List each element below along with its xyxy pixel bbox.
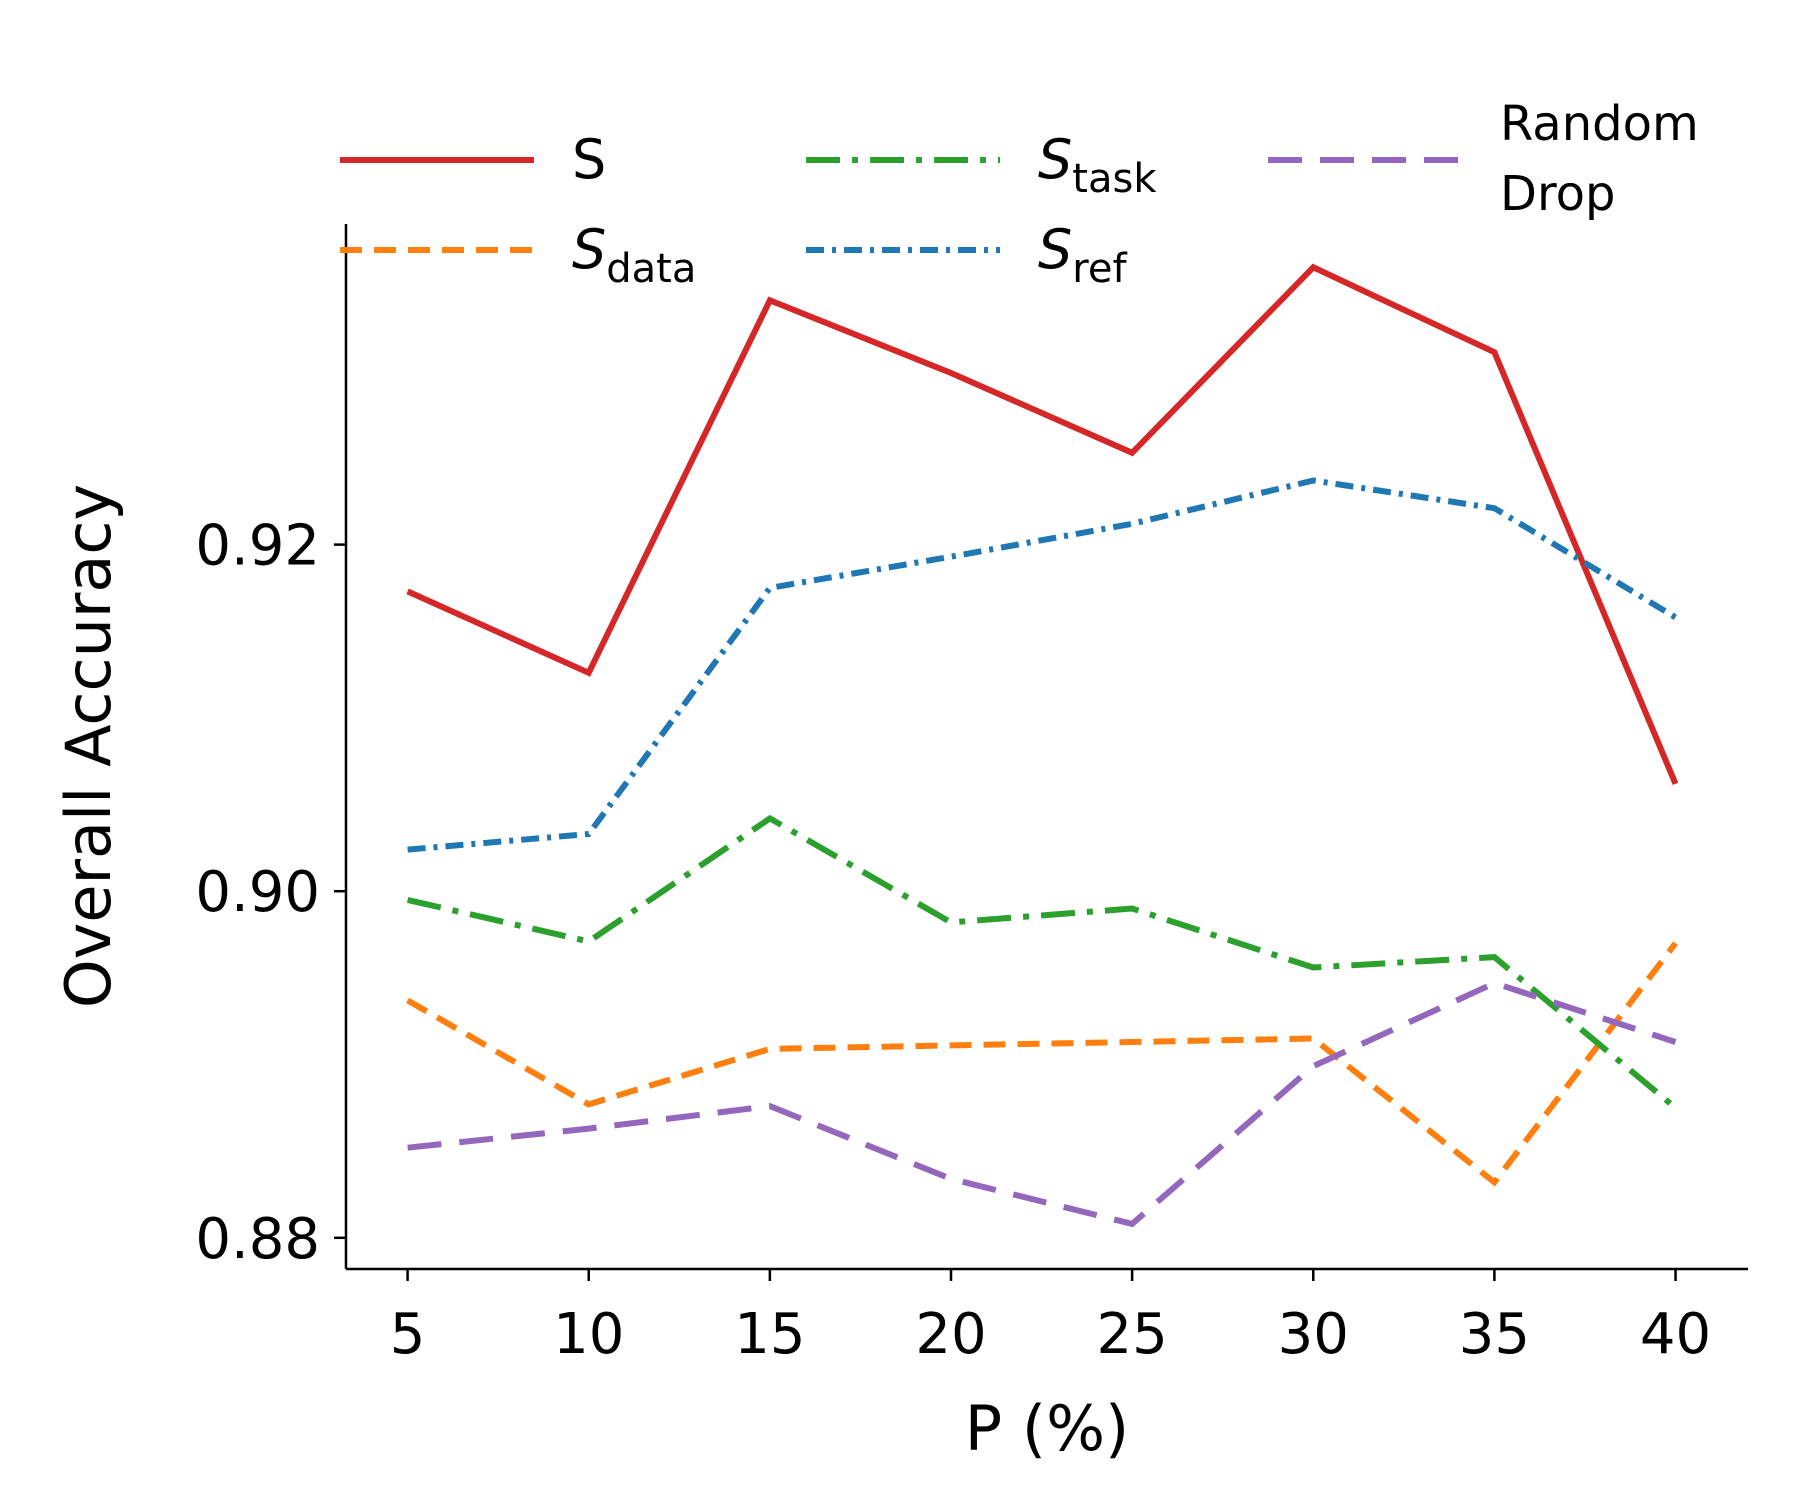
legend-label: Stask — [1038, 128, 1157, 202]
series-line-sdata — [406, 941, 1678, 1187]
series-line-sref — [407, 477, 1678, 853]
legend-label: S — [572, 128, 606, 191]
legend-item-s: S — [340, 128, 606, 191]
x-tick-label: 30 — [1278, 1302, 1349, 1367]
x-tick-group: 5 10 15 20 25 30 35 40 — [390, 1269, 1711, 1367]
legend-label: Random — [1500, 96, 1699, 152]
y-axis-label: Overall Accuracy — [52, 484, 125, 1008]
y-tick-label: 0.88 — [195, 1207, 320, 1272]
y-tick-group: 0.88 0.90 0.92 — [195, 514, 346, 1272]
x-tick-label: 20 — [915, 1302, 986, 1367]
legend-item-random: Random Drop — [1268, 96, 1699, 222]
legend-label: Sdata — [572, 218, 696, 292]
series-line-s — [406, 263, 1679, 785]
legend-label: Sref — [1038, 218, 1127, 292]
x-tick-label: 25 — [1097, 1302, 1168, 1367]
series-line-stask — [406, 814, 1678, 1111]
y-tick-label: 0.92 — [195, 514, 320, 579]
legend-label: Drop — [1500, 166, 1615, 222]
x-tick-label: 5 — [390, 1302, 426, 1367]
y-tick-label: 0.90 — [195, 860, 320, 925]
x-tick-label: 35 — [1459, 1302, 1530, 1367]
x-axis-label: P (%) — [965, 1392, 1129, 1465]
legend-item-sdata: Sdata — [340, 218, 696, 292]
x-tick-label: 15 — [734, 1302, 805, 1367]
series-line-random — [407, 979, 1677, 1228]
legend-item-stask: Stask — [806, 128, 1157, 202]
x-tick-label: 40 — [1640, 1302, 1711, 1367]
x-tick-label: 10 — [553, 1302, 624, 1367]
legend: S Sdata Stask Sref Random Drop — [340, 96, 1699, 292]
plot-area — [406, 263, 1679, 1228]
legend-item-sref: Sref — [806, 218, 1127, 292]
